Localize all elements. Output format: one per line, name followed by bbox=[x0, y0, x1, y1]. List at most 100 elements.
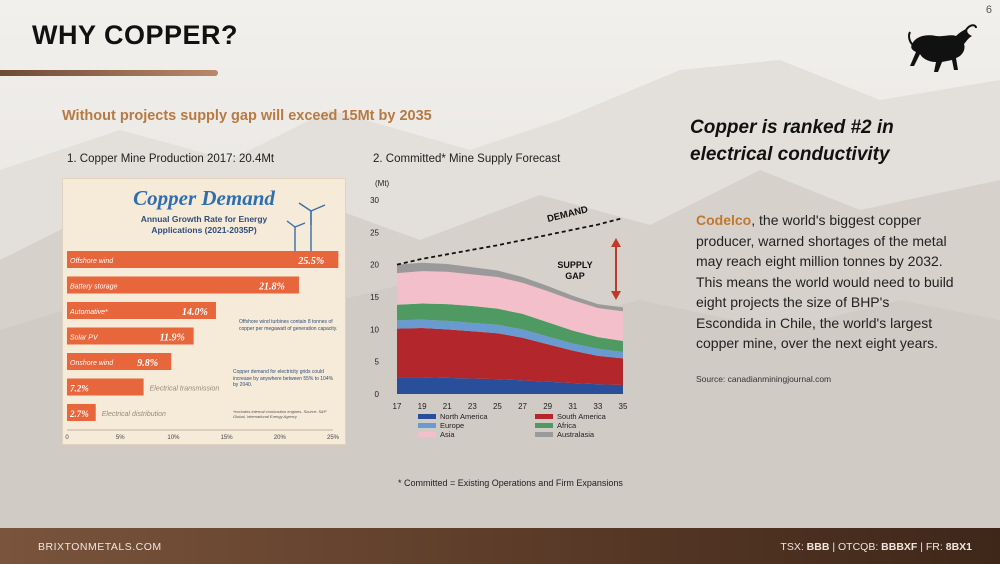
legend-label: Australasia bbox=[557, 430, 595, 439]
demand-label: DEMAND bbox=[546, 204, 589, 225]
demand-bar-category: Offshore wind bbox=[70, 258, 114, 265]
supply-gap-headline: Without projects supply gap will exceed … bbox=[62, 108, 432, 124]
demand-bar-value: 9.8% bbox=[137, 358, 158, 369]
demand-bar-value: 11.9% bbox=[160, 333, 185, 344]
wind-turbine-icon bbox=[286, 202, 326, 254]
forecast-area-africa bbox=[397, 303, 623, 352]
demand-bar-value: 21.8% bbox=[258, 282, 285, 293]
copper-demand-bars: Offshore wind 25.5% Battery storage 21.8% Au… bbox=[67, 251, 339, 421]
legend-label: South America bbox=[557, 412, 607, 421]
demand-bar-value: 25.5% bbox=[297, 256, 324, 267]
demand-bar-value: 14.0% bbox=[182, 307, 208, 318]
forecast-area-south-america bbox=[397, 328, 623, 385]
ticker-symbols: TSX: BBB | OTCQB: BBBXF | FR: 8BX1 bbox=[780, 541, 972, 553]
supply-forecast-chart: (Mt) 0 5 10 15 20 25 30 17 19 21 23 25 27 29 31 33 35 N… bbox=[370, 179, 628, 439]
demand-axis-tick: 25% bbox=[327, 435, 340, 441]
demand-axis-tick: 20% bbox=[274, 435, 287, 441]
demand-bar-category: Electrical distribution bbox=[102, 411, 166, 418]
forecast-y-axis: 0 5 10 15 20 25 30 bbox=[370, 196, 379, 399]
legend-swatch bbox=[535, 414, 553, 419]
copper-demand-chart: Copper Demand Annual Growth Rate for Ene… bbox=[65, 186, 340, 441]
demand-bar bbox=[67, 276, 299, 294]
demand-bar bbox=[67, 404, 96, 421]
forecast-area-europe bbox=[397, 319, 623, 359]
forecast-y-tick: 15 bbox=[370, 293, 379, 302]
supply-gap-arrow-icon bbox=[611, 238, 621, 300]
forecast-x-axis: 17 19 21 23 25 27 29 31 33 35 bbox=[393, 402, 628, 411]
legend-swatch bbox=[418, 423, 436, 428]
legend-label: Africa bbox=[557, 421, 577, 430]
demand-axis-tick: 5% bbox=[116, 435, 125, 441]
demand-bar-value: 2.7% bbox=[69, 409, 89, 419]
chart2-label: 2. Committed* Mine Supply Forecast bbox=[373, 153, 561, 165]
copper-demand-x-axis: 0 5% 10% 15% 20% 25% bbox=[65, 429, 340, 441]
footer-bar: BRIXTONMETALS.COM TSX: BBB | OTCQB: BBBX… bbox=[0, 528, 1000, 564]
legend-swatch bbox=[535, 423, 553, 428]
demand-bar bbox=[67, 251, 339, 268]
forecast-x-tick: 19 bbox=[418, 402, 427, 411]
codelco-highlight: Codelco bbox=[696, 212, 752, 228]
source-citation: Source: canadianminingjournal.com bbox=[696, 374, 832, 384]
forecast-x-tick: 17 bbox=[393, 402, 402, 411]
forecast-x-tick: 35 bbox=[619, 402, 628, 411]
forecast-y-tick: 20 bbox=[370, 261, 379, 270]
forecast-y-tick: 25 bbox=[370, 228, 379, 237]
demand-bar bbox=[67, 378, 144, 396]
legend-swatch bbox=[418, 432, 436, 437]
forecast-areas bbox=[397, 262, 623, 394]
forecast-y-tick: 0 bbox=[375, 390, 380, 399]
forecast-area-australasia bbox=[397, 262, 623, 312]
conductivity-heading: Copper is ranked #2 in electrical conduc… bbox=[690, 117, 894, 165]
demand-bar bbox=[67, 327, 194, 345]
bull-logo-icon bbox=[908, 24, 977, 72]
forecast-x-tick: 23 bbox=[468, 402, 477, 411]
forecast-x-tick: 33 bbox=[593, 402, 602, 411]
demand-bar-category: Onshore wind bbox=[70, 360, 114, 367]
copper-demand-title: Copper Demand bbox=[133, 186, 275, 210]
forecast-x-tick: 25 bbox=[493, 402, 502, 411]
forecast-area-asia bbox=[397, 271, 623, 341]
committed-footnote: * Committed = Existing Operations and Fi… bbox=[398, 478, 623, 488]
demand-bar-value: 7.2% bbox=[70, 384, 89, 394]
copper-demand-subtitle-2: Applications (2021-2035P) bbox=[151, 225, 257, 235]
forecast-demand-line bbox=[396, 217, 624, 266]
legend-label: North America bbox=[440, 412, 488, 421]
forecast-x-tick: 29 bbox=[543, 402, 552, 411]
demand-bar-category: Solar PV bbox=[70, 335, 99, 342]
page-number: 6 bbox=[985, 4, 992, 16]
legend-swatch bbox=[535, 432, 553, 437]
copper-demand-infographic: Copper Demand Annual Growth Rate for Ene… bbox=[62, 178, 346, 445]
demand-axis-tick: 10% bbox=[167, 435, 180, 441]
demand-bar bbox=[67, 353, 172, 370]
title-underline bbox=[0, 70, 218, 76]
codelco-text: , the world's biggest copper producer, w… bbox=[696, 212, 954, 351]
grid-note: Copper demand for electricity grids coul… bbox=[233, 369, 333, 388]
chart1-label: 1. Copper Mine Production 2017: 20.4Mt bbox=[67, 153, 275, 165]
demand-bar-category: Electrical transmission bbox=[150, 386, 220, 393]
demand-line bbox=[396, 217, 624, 266]
forecast-x-tick: 21 bbox=[443, 402, 452, 411]
website-link[interactable]: BRIXTONMETALS.COM bbox=[38, 541, 162, 553]
demand-axis-tick: 0 bbox=[65, 435, 69, 441]
demand-bar-category: Automative* bbox=[69, 309, 108, 316]
legend-swatch bbox=[418, 414, 436, 419]
demand-bar-category: Battery storage bbox=[70, 284, 118, 291]
offshore-note: Offshore wind turbines contain 8 tonnes … bbox=[239, 319, 337, 332]
codelco-paragraph: Codelco, the world's biggest copper prod… bbox=[696, 210, 956, 354]
demand-bar bbox=[67, 302, 216, 319]
page-title: WHY COPPER? bbox=[32, 20, 239, 50]
forecast-x-tick: 31 bbox=[568, 402, 577, 411]
demand-axis-tick: 15% bbox=[221, 435, 234, 441]
forecast-area-north-america bbox=[397, 377, 623, 394]
legend-label: Asia bbox=[440, 430, 455, 439]
copper-demand-source: *excludes internal combustion engines. S… bbox=[233, 409, 326, 419]
copper-demand-subtitle-1: Annual Growth Rate for Energy bbox=[141, 214, 268, 224]
forecast-legend: North America South America Europe Africa As… bbox=[418, 412, 607, 439]
forecast-y-unit: (Mt) bbox=[375, 179, 390, 188]
supply-gap-label: SUPPLY GAP bbox=[557, 260, 592, 281]
legend-label: Europe bbox=[440, 421, 464, 430]
forecast-y-tick: 10 bbox=[370, 325, 379, 334]
forecast-y-tick: 30 bbox=[370, 196, 379, 205]
forecast-x-tick: 27 bbox=[518, 402, 527, 411]
forecast-y-tick: 5 bbox=[375, 358, 380, 367]
